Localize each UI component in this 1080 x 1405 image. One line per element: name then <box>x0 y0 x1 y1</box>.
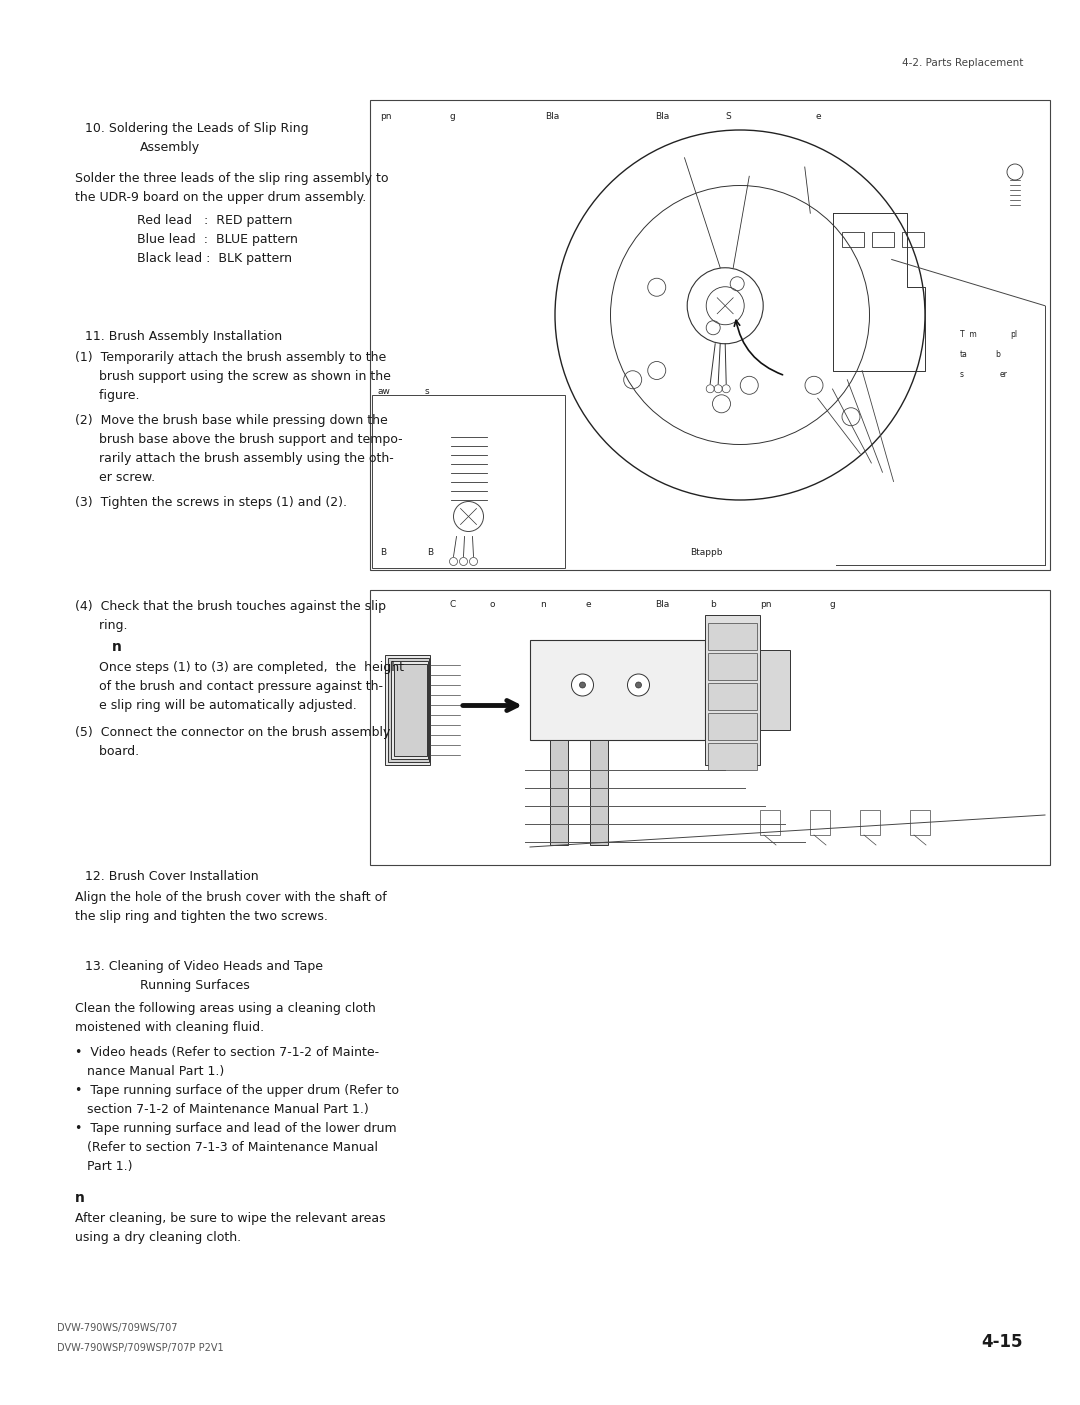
Bar <box>708 743 757 770</box>
Text: brush support using the screw as shown in the: brush support using the screw as shown i… <box>75 370 391 384</box>
Text: (Refer to section 7-1-3 of Maintenance Manual: (Refer to section 7-1-3 of Maintenance M… <box>75 1141 378 1154</box>
Bar <box>590 740 608 844</box>
Text: nance Manual Part 1.): nance Manual Part 1.) <box>75 1065 225 1078</box>
Text: g: g <box>831 600 836 608</box>
Circle shape <box>580 681 585 688</box>
Text: Bla: Bla <box>545 112 559 121</box>
Bar <box>910 811 930 835</box>
Text: Black lead :  BLK pattern: Black lead : BLK pattern <box>137 251 292 266</box>
Text: pl: pl <box>1010 330 1017 339</box>
Text: (1)  Temporarily attach the brush assembly to the: (1) Temporarily attach the brush assembl… <box>75 351 387 364</box>
Text: DVW-790WSP/709WSP/707P P2V1: DVW-790WSP/709WSP/707P P2V1 <box>57 1343 224 1353</box>
Bar <box>760 651 789 731</box>
Text: Part 1.): Part 1.) <box>75 1161 133 1173</box>
Text: er: er <box>1000 370 1008 379</box>
Circle shape <box>627 674 649 695</box>
Bar <box>388 658 429 762</box>
Text: figure.: figure. <box>75 389 139 402</box>
Bar <box>708 683 757 710</box>
Text: pn: pn <box>380 112 391 121</box>
Text: (5)  Connect the connector on the brush assembly: (5) Connect the connector on the brush a… <box>75 726 390 739</box>
Text: 12. Brush Cover Installation: 12. Brush Cover Installation <box>85 870 258 882</box>
Text: Once steps (1) to (3) are completed,  the  height: Once steps (1) to (3) are completed, the… <box>75 660 404 674</box>
Text: rarily attach the brush assembly using the oth-: rarily attach the brush assembly using t… <box>75 452 394 465</box>
Text: brush base above the brush support and tempo-: brush base above the brush support and t… <box>75 433 403 445</box>
Text: n: n <box>75 1191 85 1205</box>
Text: g: g <box>450 112 456 121</box>
Text: s: s <box>426 386 430 396</box>
Text: •  Tape running surface and lead of the lower drum: • Tape running surface and lead of the l… <box>75 1123 396 1135</box>
Bar <box>760 811 780 835</box>
Bar <box>550 740 568 844</box>
Text: S: S <box>725 112 731 121</box>
Circle shape <box>571 674 594 695</box>
Bar <box>872 232 894 247</box>
Text: the UDR-9 board on the upper drum assembly.: the UDR-9 board on the upper drum assemb… <box>75 191 366 204</box>
Text: (3)  Tighten the screws in steps (1) and (2).: (3) Tighten the screws in steps (1) and … <box>75 496 347 509</box>
Text: 4-15: 4-15 <box>982 1333 1023 1352</box>
Text: er screw.: er screw. <box>75 471 156 483</box>
Text: Bla: Bla <box>654 600 670 608</box>
Text: 11. Brush Assembly Installation: 11. Brush Assembly Installation <box>85 330 282 343</box>
Bar <box>810 811 831 835</box>
Text: Clean the following areas using a cleaning cloth: Clean the following areas using a cleani… <box>75 1002 376 1014</box>
Text: T  m: T m <box>960 330 976 339</box>
Text: B: B <box>380 548 387 556</box>
Text: Assembly: Assembly <box>140 140 200 155</box>
Text: 4-2. Parts Replacement: 4-2. Parts Replacement <box>902 58 1023 67</box>
Text: Solder the three leads of the slip ring assembly to: Solder the three leads of the slip ring … <box>75 171 389 185</box>
Text: of the brush and contact pressure against th-: of the brush and contact pressure agains… <box>75 680 383 693</box>
Text: DVW-790WS/709WS/707: DVW-790WS/709WS/707 <box>57 1324 177 1333</box>
Bar <box>372 395 565 568</box>
Text: b: b <box>995 350 1000 360</box>
Bar <box>394 665 427 756</box>
Text: After cleaning, be sure to wipe the relevant areas: After cleaning, be sure to wipe the rele… <box>75 1213 386 1225</box>
Text: e: e <box>585 600 591 608</box>
Bar <box>530 641 705 740</box>
Text: board.: board. <box>75 745 139 759</box>
Text: e: e <box>815 112 821 121</box>
Text: ta: ta <box>960 350 968 360</box>
Bar <box>370 100 1050 570</box>
Text: Blue lead  :  BLUE pattern: Blue lead : BLUE pattern <box>137 233 298 246</box>
Bar <box>705 615 760 764</box>
Text: section 7-1-2 of Maintenance Manual Part 1.): section 7-1-2 of Maintenance Manual Part… <box>75 1103 368 1116</box>
Text: moistened with cleaning fluid.: moistened with cleaning fluid. <box>75 1021 265 1034</box>
Bar <box>902 232 923 247</box>
Text: aw: aw <box>378 386 391 396</box>
Text: using a dry cleaning cloth.: using a dry cleaning cloth. <box>75 1231 241 1243</box>
Text: C: C <box>450 600 456 608</box>
Text: o: o <box>490 600 496 608</box>
Bar <box>708 622 757 651</box>
Bar <box>370 590 1050 865</box>
Bar <box>708 712 757 740</box>
Text: b: b <box>710 600 716 608</box>
Text: ring.: ring. <box>75 620 127 632</box>
Text: Btappb: Btappb <box>690 548 723 556</box>
Text: n: n <box>540 600 545 608</box>
Text: e slip ring will be automatically adjusted.: e slip ring will be automatically adjust… <box>75 700 356 712</box>
Text: n: n <box>112 641 122 653</box>
Text: Red lead   :  RED pattern: Red lead : RED pattern <box>137 214 293 228</box>
Text: B: B <box>427 548 433 556</box>
Bar <box>384 655 430 764</box>
Text: 13. Cleaning of Video Heads and Tape: 13. Cleaning of Video Heads and Tape <box>85 960 323 974</box>
Text: •  Video heads (Refer to section 7-1-2 of Mainte-: • Video heads (Refer to section 7-1-2 of… <box>75 1045 379 1059</box>
Bar <box>860 811 880 835</box>
Text: 10. Soldering the Leads of Slip Ring: 10. Soldering the Leads of Slip Ring <box>85 122 309 135</box>
Bar <box>841 232 864 247</box>
Circle shape <box>635 681 642 688</box>
Text: s: s <box>960 370 964 379</box>
Text: the slip ring and tighten the two screws.: the slip ring and tighten the two screws… <box>75 910 328 923</box>
Text: (2)  Move the brush base while pressing down the: (2) Move the brush base while pressing d… <box>75 414 388 427</box>
Bar <box>391 660 428 759</box>
Text: (4)  Check that the brush touches against the slip: (4) Check that the brush touches against… <box>75 600 386 613</box>
Bar <box>708 653 757 680</box>
Text: •  Tape running surface of the upper drum (Refer to: • Tape running surface of the upper drum… <box>75 1085 399 1097</box>
Text: Running Surfaces: Running Surfaces <box>140 979 249 992</box>
Text: Align the hole of the brush cover with the shaft of: Align the hole of the brush cover with t… <box>75 891 387 903</box>
Text: pn: pn <box>760 600 771 608</box>
Text: Bla: Bla <box>654 112 670 121</box>
